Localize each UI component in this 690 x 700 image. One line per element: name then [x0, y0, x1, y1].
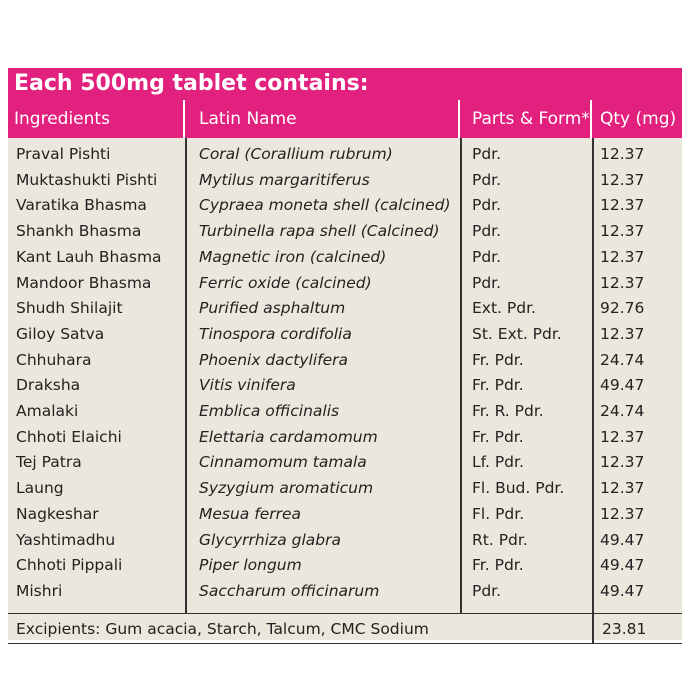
column-header: Latin Name — [185, 100, 460, 138]
parts-form: Fr. R. Pdr. — [472, 402, 544, 420]
column-header: Qty (mg) — [600, 109, 677, 129]
ingredient: Yashtimadhu — [16, 530, 116, 549]
ingredient: Varatika Bhasma — [16, 196, 147, 215]
parts-form: Fl. Pdr. — [472, 504, 525, 523]
column-divider — [185, 138, 187, 613]
qty: 12.37 — [600, 170, 645, 189]
qty: 12.37 — [600, 247, 645, 266]
ingredient: Kant Lauh Bhasma — [16, 247, 162, 266]
excipients-qty: 23.81 — [602, 619, 647, 638]
qty: 49.47 — [600, 376, 645, 395]
latin-name: Phoenix dactylifera — [199, 350, 349, 369]
parts-form: Fr. Pdr. — [472, 350, 524, 369]
latin-name: Glycyrrhiza glabra — [199, 530, 341, 549]
qty: 12.37 — [600, 504, 645, 523]
ingredient: Tej Patra — [16, 453, 82, 472]
parts-form: Pdr. — [472, 273, 502, 292]
column-header: Ingredients — [8, 100, 185, 138]
ingredient: Chhuhara — [16, 350, 92, 369]
parts-form: Rt. Pdr. — [472, 530, 528, 549]
parts-form: Ext. Pdr. — [472, 299, 536, 318]
ingredient: Nagkeshar — [16, 504, 99, 523]
latin-name: Cypraea moneta shell (calcined) — [199, 196, 451, 215]
excipients: Excipients: Gum acacia, Starch, Talcum, … — [16, 619, 429, 638]
latin-name: Coral (Corallium rubrum) — [199, 145, 393, 163]
parts-form: Lf. Pdr. — [472, 453, 524, 472]
ingredient: Shudh Shilajit — [16, 299, 123, 318]
latin-name: Saccharum officinarum — [199, 581, 380, 600]
qty: 12.37 — [600, 427, 645, 446]
qty: 12.37 — [600, 479, 645, 498]
qty: 12.37 — [600, 453, 645, 472]
ingredient: Chhoti Elaichi — [16, 427, 122, 446]
column-header: Parts & Form* — [460, 100, 592, 138]
parts-form: Fr. Pdr. — [472, 376, 524, 395]
header-row: Ingredients Latin Name Parts & Form* Qty (m… — [8, 100, 682, 138]
latin-name: Magnetic iron (calcined) — [199, 247, 387, 266]
qty: 49.47 — [600, 556, 645, 575]
latin-name: Piper longum — [199, 556, 302, 575]
column-divider — [592, 138, 594, 613]
parts-form: Pdr. — [472, 222, 502, 241]
ingredient: Shankh Bhasma — [16, 222, 142, 241]
ingredient: Draksha — [16, 376, 81, 395]
column-divider — [592, 612, 594, 643]
latin-name: Purified asphaltum — [199, 299, 346, 318]
row-divider — [8, 642, 682, 645]
parts-form: Fl. Bud. Pdr. — [472, 479, 565, 498]
ingredient: Giloy Satva — [16, 324, 105, 343]
parts-form: Fr. Pdr. — [472, 427, 524, 446]
qty: 12.37 — [600, 145, 645, 163]
title: Each 500mg tablet contains: — [8, 68, 682, 100]
column-divider — [460, 138, 462, 613]
latin-name: Cinnamomum tamala — [199, 453, 367, 472]
latin-name: Elettaria cardamomum — [199, 427, 378, 446]
qty: 49.47 — [600, 530, 645, 549]
ingredient-card: Each 500mg tablet contains: Ingredients L… — [8, 68, 682, 645]
latin-name: Ferric oxide (calcined) — [199, 273, 372, 292]
parts-form: Pdr. — [472, 145, 502, 163]
qty: 92.76 — [600, 299, 645, 318]
ingredient: Chhoti Pippali — [16, 556, 123, 575]
qty: 12.37 — [600, 196, 645, 215]
qty: 24.74 — [600, 402, 645, 420]
parts-form: Pdr. — [472, 196, 502, 215]
qty: 49.47 — [600, 581, 645, 600]
ingredient: Amalaki — [16, 402, 79, 420]
latin-name: Syzygium aromaticum — [199, 479, 374, 498]
parts-form: Pdr. — [472, 581, 502, 600]
latin-name: Turbinella rapa shell (Calcined) — [199, 222, 440, 241]
qty: 24.74 — [600, 350, 645, 369]
qty: 12.37 — [600, 222, 645, 241]
ingredient: Mandoor Bhasma — [16, 273, 152, 292]
qty: 12.37 — [600, 324, 645, 343]
parts-form: Pdr. — [472, 170, 502, 189]
parts-form: Pdr. — [472, 247, 502, 266]
qty: 12.37 — [600, 273, 645, 292]
ingredient: Praval Pishti — [16, 145, 111, 163]
latin-name: Vitis vinifera — [199, 376, 296, 395]
row-divider — [8, 612, 682, 615]
latin-name: Emblica officinalis — [199, 402, 340, 420]
ingredient: Muktashukti Pishti — [16, 170, 158, 189]
latin-name: Mesua ferrea — [199, 504, 302, 523]
ingredient: Mishri — [16, 581, 63, 600]
parts-form: Fr. Pdr. — [472, 556, 524, 575]
parts-form: St. Ext. Pdr. — [472, 324, 562, 343]
latin-name: Tinospora cordifolia — [199, 324, 352, 343]
ingredient: Laung — [16, 479, 64, 498]
latin-name: Mytilus margaritiferus — [199, 170, 370, 189]
